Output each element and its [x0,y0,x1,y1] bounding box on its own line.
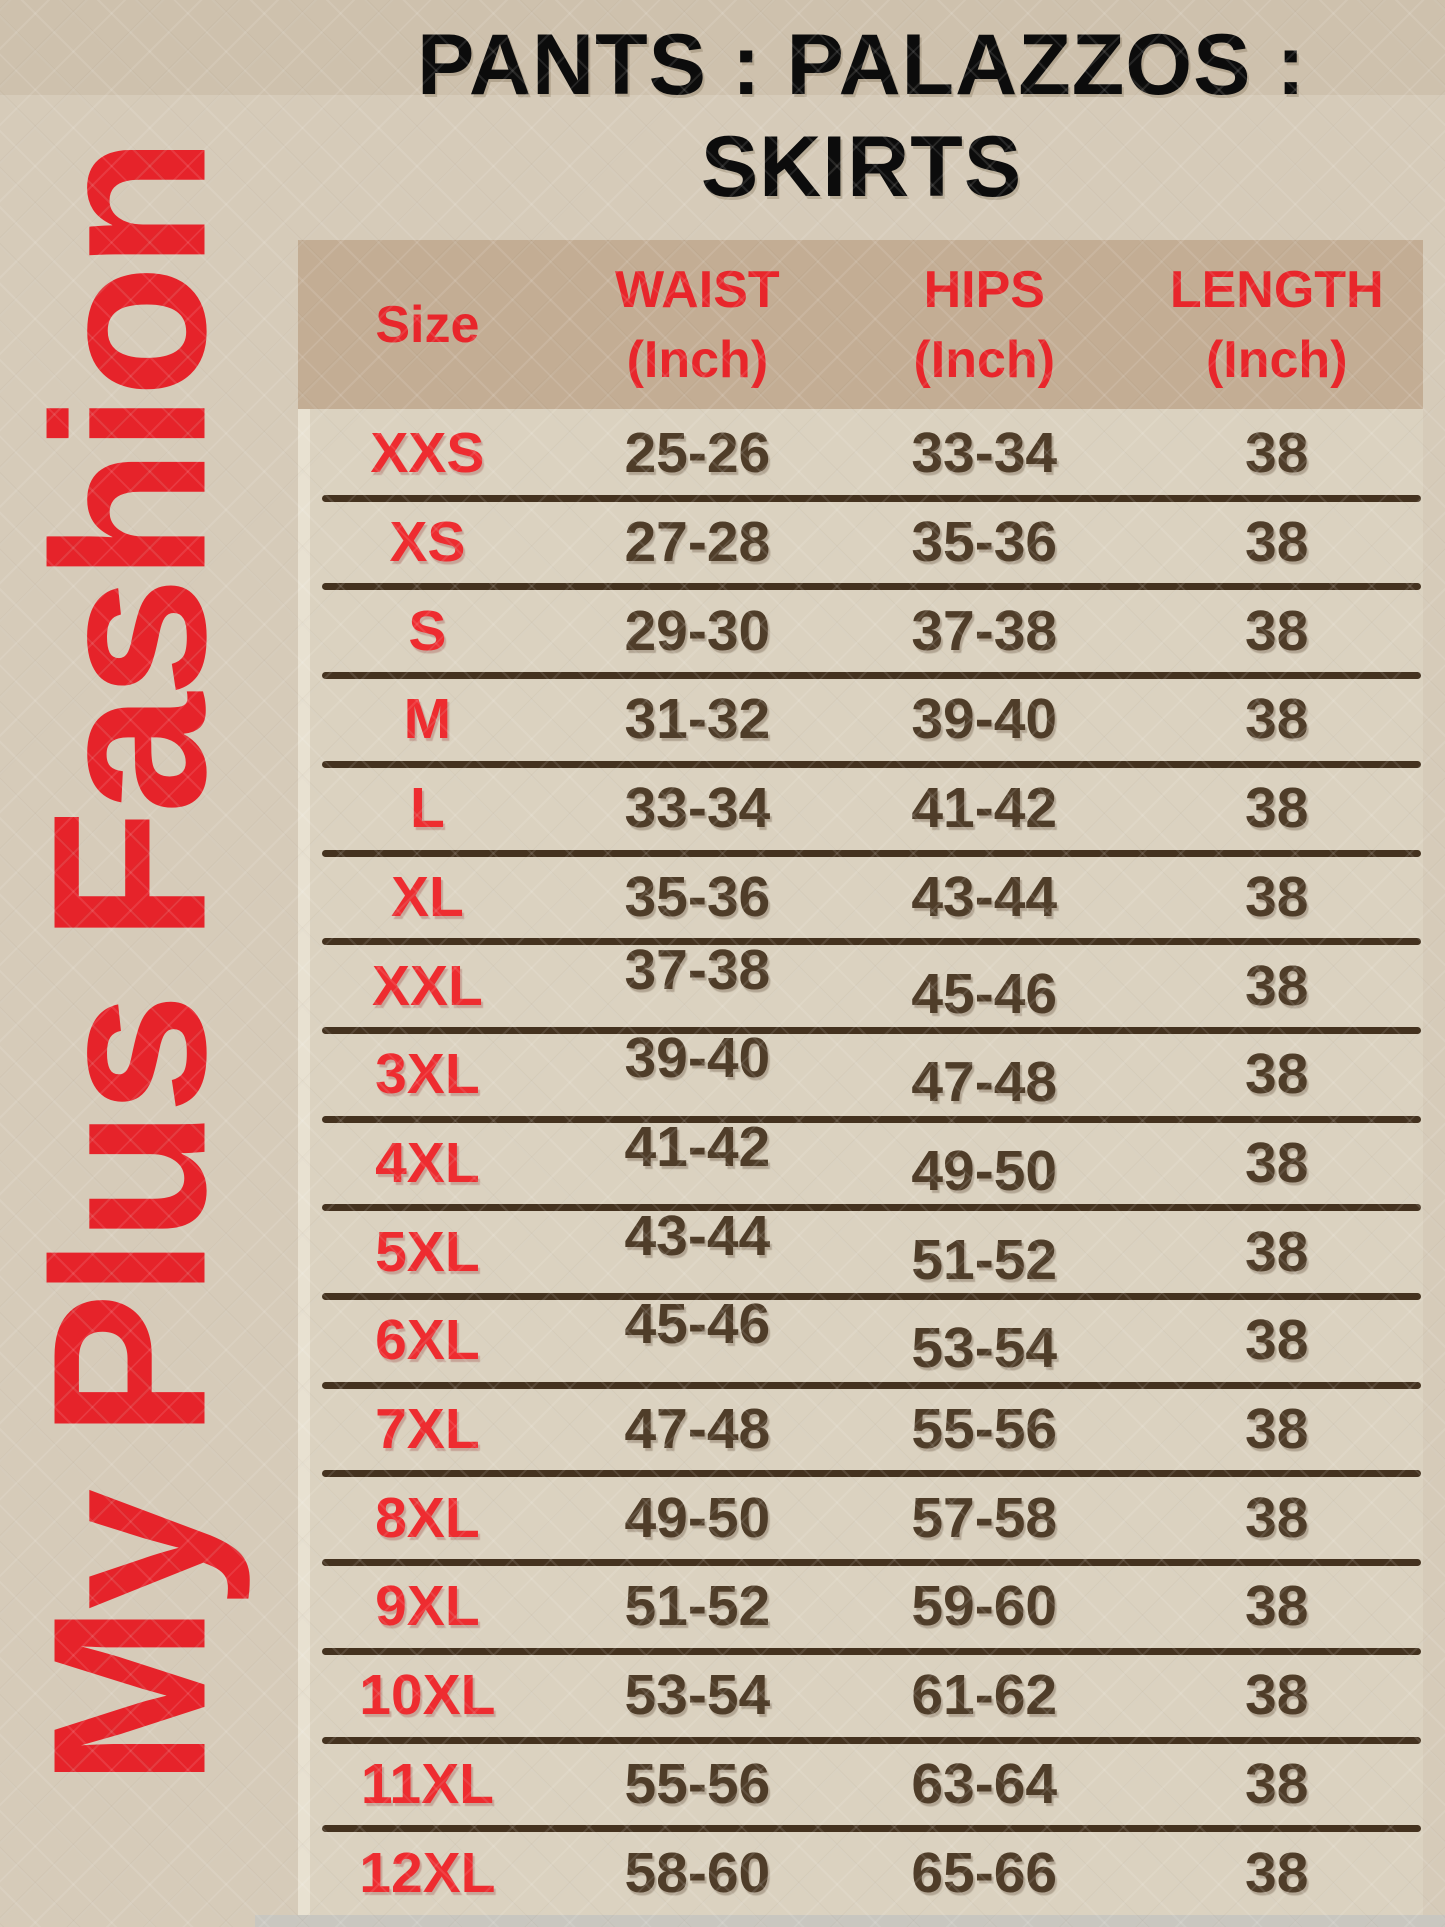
size-cell: 7XL [375,1397,480,1462]
waist-cell: 51-52 [624,1574,771,1639]
waist-cell: 49-50 [624,1485,771,1550]
length-cell: 38 [1245,1130,1309,1195]
length-cell: 38 [1245,864,1309,929]
length-cell: 38 [1245,510,1309,575]
waist-cell: 41-42 [624,1114,771,1179]
hips-cell: 65-66 [911,1840,1058,1905]
hips-cell: 57-58 [911,1485,1058,1550]
waist-cell: 55-56 [624,1751,771,1816]
table-row: 9XL 51-52 59-60 38 [298,1562,1423,1655]
hips-cell: 59-60 [911,1574,1058,1639]
size-cell: 12XL [359,1840,496,1905]
waist-cell: 53-54 [624,1663,771,1728]
waist-cell: 43-44 [624,1203,771,1268]
length-cell: 38 [1245,1042,1309,1107]
size-cell: L [409,776,445,841]
table-row: 11XL 55-56 63-64 38 [298,1740,1423,1832]
table-row: XXS 25-26 33-34 38 [298,409,1423,502]
hips-cell: 53-54 [911,1316,1058,1381]
length-cell: 38 [1245,1485,1309,1550]
size-cell: XXL [371,953,483,1018]
page-title: PANTS : PALAZZOS : SKIRTS [298,14,1425,218]
hips-cell: 61-62 [911,1663,1058,1728]
table-row: S 29-30 37-38 38 [298,586,1423,679]
size-cell: 3XL [375,1042,480,1107]
length-cell: 38 [1245,1308,1309,1373]
table-row: 4XL 41-42 49-50 38 [298,1115,1423,1212]
table-header-row: Size WAIST (Inch) HIPS (Inch) LENGTH (In… [298,240,1423,409]
length-cell: 38 [1245,1574,1309,1639]
bottom-strip [255,1915,1445,1927]
length-cell: 38 [1245,1840,1309,1905]
column-header-hips: HIPS (Inch) [913,260,1056,389]
hips-cell: 63-64 [911,1751,1058,1816]
size-cell: 11XL [360,1751,494,1816]
table-row: XXL 37-38 45-46 38 [298,938,1423,1034]
waist-cell: 27-28 [624,510,771,575]
table-row: 5XL 43-44 51-52 38 [298,1204,1423,1300]
hips-cell: 51-52 [911,1227,1058,1292]
page-title-line2: SKIRTS [700,119,1023,215]
table-row: XL 35-36 43-44 38 [298,853,1423,945]
size-cell: 8XL [375,1485,480,1550]
waist-cell: 35-36 [624,864,771,929]
hips-cell: 35-36 [911,510,1058,575]
size-chart-rows: XXS 25-26 33-34 38 XS 27-28 35-36 38 S 2… [298,409,1423,1917]
hips-cell: 55-56 [911,1397,1058,1462]
table-row: 8XL 49-50 57-58 38 [298,1473,1423,1566]
size-cell: 6XL [375,1308,480,1373]
hips-cell: 41-42 [911,776,1058,841]
waist-cell: 45-46 [624,1292,771,1357]
hips-cell: 43-44 [911,864,1058,929]
length-cell: 38 [1245,598,1309,663]
table-row: XS 27-28 35-36 38 [298,498,1423,591]
waist-cell: 29-30 [624,598,771,663]
hips-cell: 37-38 [911,598,1058,663]
hips-cell: 39-40 [911,687,1058,752]
length-cell: 38 [1245,776,1309,841]
size-cell: XXS [370,421,485,486]
length-cell: 38 [1245,687,1309,752]
table-row: 6XL 45-46 53-54 38 [298,1292,1423,1389]
length-cell: 38 [1245,421,1309,486]
length-cell: 38 [1245,1219,1309,1284]
brand-vertical-text: My Plus Fashion [8,141,252,1787]
size-cell: 5XL [375,1219,480,1284]
top-shade-band [0,0,1445,95]
size-cell: 4XL [375,1130,480,1195]
size-cell: XS [389,510,466,575]
waist-cell: 25-26 [624,421,771,486]
length-cell: 38 [1245,953,1309,1018]
table-row: M 31-32 39-40 38 [298,675,1423,768]
length-cell: 38 [1245,1663,1309,1728]
hips-cell: 49-50 [911,1138,1058,1203]
column-header-size: Size [375,295,480,354]
waist-cell: 39-40 [624,1026,771,1091]
page-title-line1: PANTS : PALAZZOS : [416,17,1307,113]
length-cell: 38 [1245,1751,1309,1816]
hips-cell: 33-34 [911,421,1058,486]
waist-cell: 47-48 [624,1397,771,1462]
hips-cell: 47-48 [911,1050,1058,1115]
table-row: 12XL 58-60 65-66 38 [298,1828,1423,1917]
size-cell: S [408,598,447,663]
size-cell: 9XL [375,1574,480,1639]
hips-cell: 45-46 [911,961,1058,1026]
length-cell: 38 [1245,1397,1309,1462]
size-cell: 10XL [359,1663,496,1728]
table-row: 10XL 53-54 61-62 38 [298,1651,1423,1744]
waist-cell: 58-60 [624,1840,771,1905]
size-chart-table: Size WAIST (Inch) HIPS (Inch) LENGTH (In… [298,240,1423,1927]
size-cell: XL [390,864,464,929]
column-header-waist: WAIST (Inch) [615,260,780,389]
table-row: L 33-34 41-42 38 [298,764,1423,857]
table-row: 7XL 47-48 55-56 38 [298,1385,1423,1478]
size-cell: M [403,687,452,752]
waist-cell: 33-34 [624,776,771,841]
waist-cell: 31-32 [624,687,771,752]
waist-cell: 37-38 [624,937,771,1002]
table-row: 3XL 39-40 47-48 38 [298,1026,1423,1123]
column-header-length: LENGTH (Inch) [1169,260,1384,389]
